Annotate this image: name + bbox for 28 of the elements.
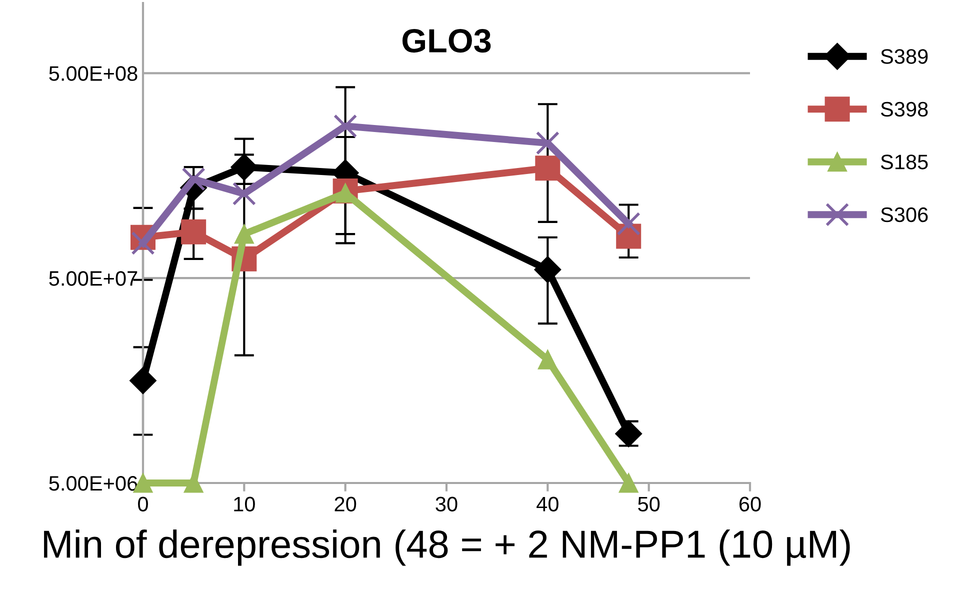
text: GLO3 <box>402 28 491 53</box>
point <box>334 114 358 138</box>
point <box>534 256 562 284</box>
y-tick-label: 5.00E+08 <box>49 66 138 81</box>
point <box>538 350 558 370</box>
legend-label: S389 <box>880 49 928 64</box>
point <box>618 473 638 493</box>
point <box>535 156 560 181</box>
point <box>616 212 640 236</box>
x-tick-label: 50 <box>638 496 660 512</box>
point <box>130 367 156 394</box>
point <box>234 224 254 244</box>
y-tick-label: 5.00E+07 <box>49 271 138 286</box>
x-tick-label: 30 <box>436 496 458 512</box>
legend-label: S185 <box>880 154 928 170</box>
x-tick-label: 20 <box>334 496 356 512</box>
point <box>536 131 560 155</box>
legend-label: S306 <box>880 207 928 222</box>
x-tick-label: 10 <box>234 496 255 512</box>
y-tick-label: 5.00E+06 <box>49 476 138 491</box>
point <box>232 182 256 206</box>
x-axis-title: Min of derepression (48 = + 2 NM-PP1 (10 µM) <box>44 530 850 566</box>
point <box>181 219 206 244</box>
x-tick-label: 40 <box>536 496 558 512</box>
legend-label: S398 <box>880 102 928 117</box>
point <box>131 231 155 255</box>
x-tick-label: 60 <box>739 496 761 512</box>
x-tick-label: 0 <box>138 496 148 512</box>
